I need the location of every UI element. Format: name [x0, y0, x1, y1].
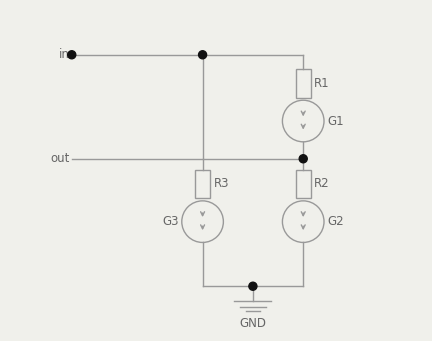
Circle shape [299, 155, 307, 163]
Text: G1: G1 [327, 115, 344, 128]
Text: GND: GND [239, 317, 267, 330]
Text: R3: R3 [213, 177, 229, 190]
Text: R1: R1 [314, 77, 330, 90]
Text: in: in [59, 48, 70, 61]
Bar [295, 170, 311, 198]
Bar [195, 170, 210, 198]
Circle shape [249, 282, 257, 290]
Circle shape [68, 51, 76, 59]
Text: out: out [51, 152, 70, 165]
Text: G2: G2 [327, 215, 344, 228]
Text: R2: R2 [314, 177, 330, 190]
Text: G3: G3 [162, 215, 178, 228]
Circle shape [199, 51, 206, 59]
Bar [295, 69, 311, 98]
